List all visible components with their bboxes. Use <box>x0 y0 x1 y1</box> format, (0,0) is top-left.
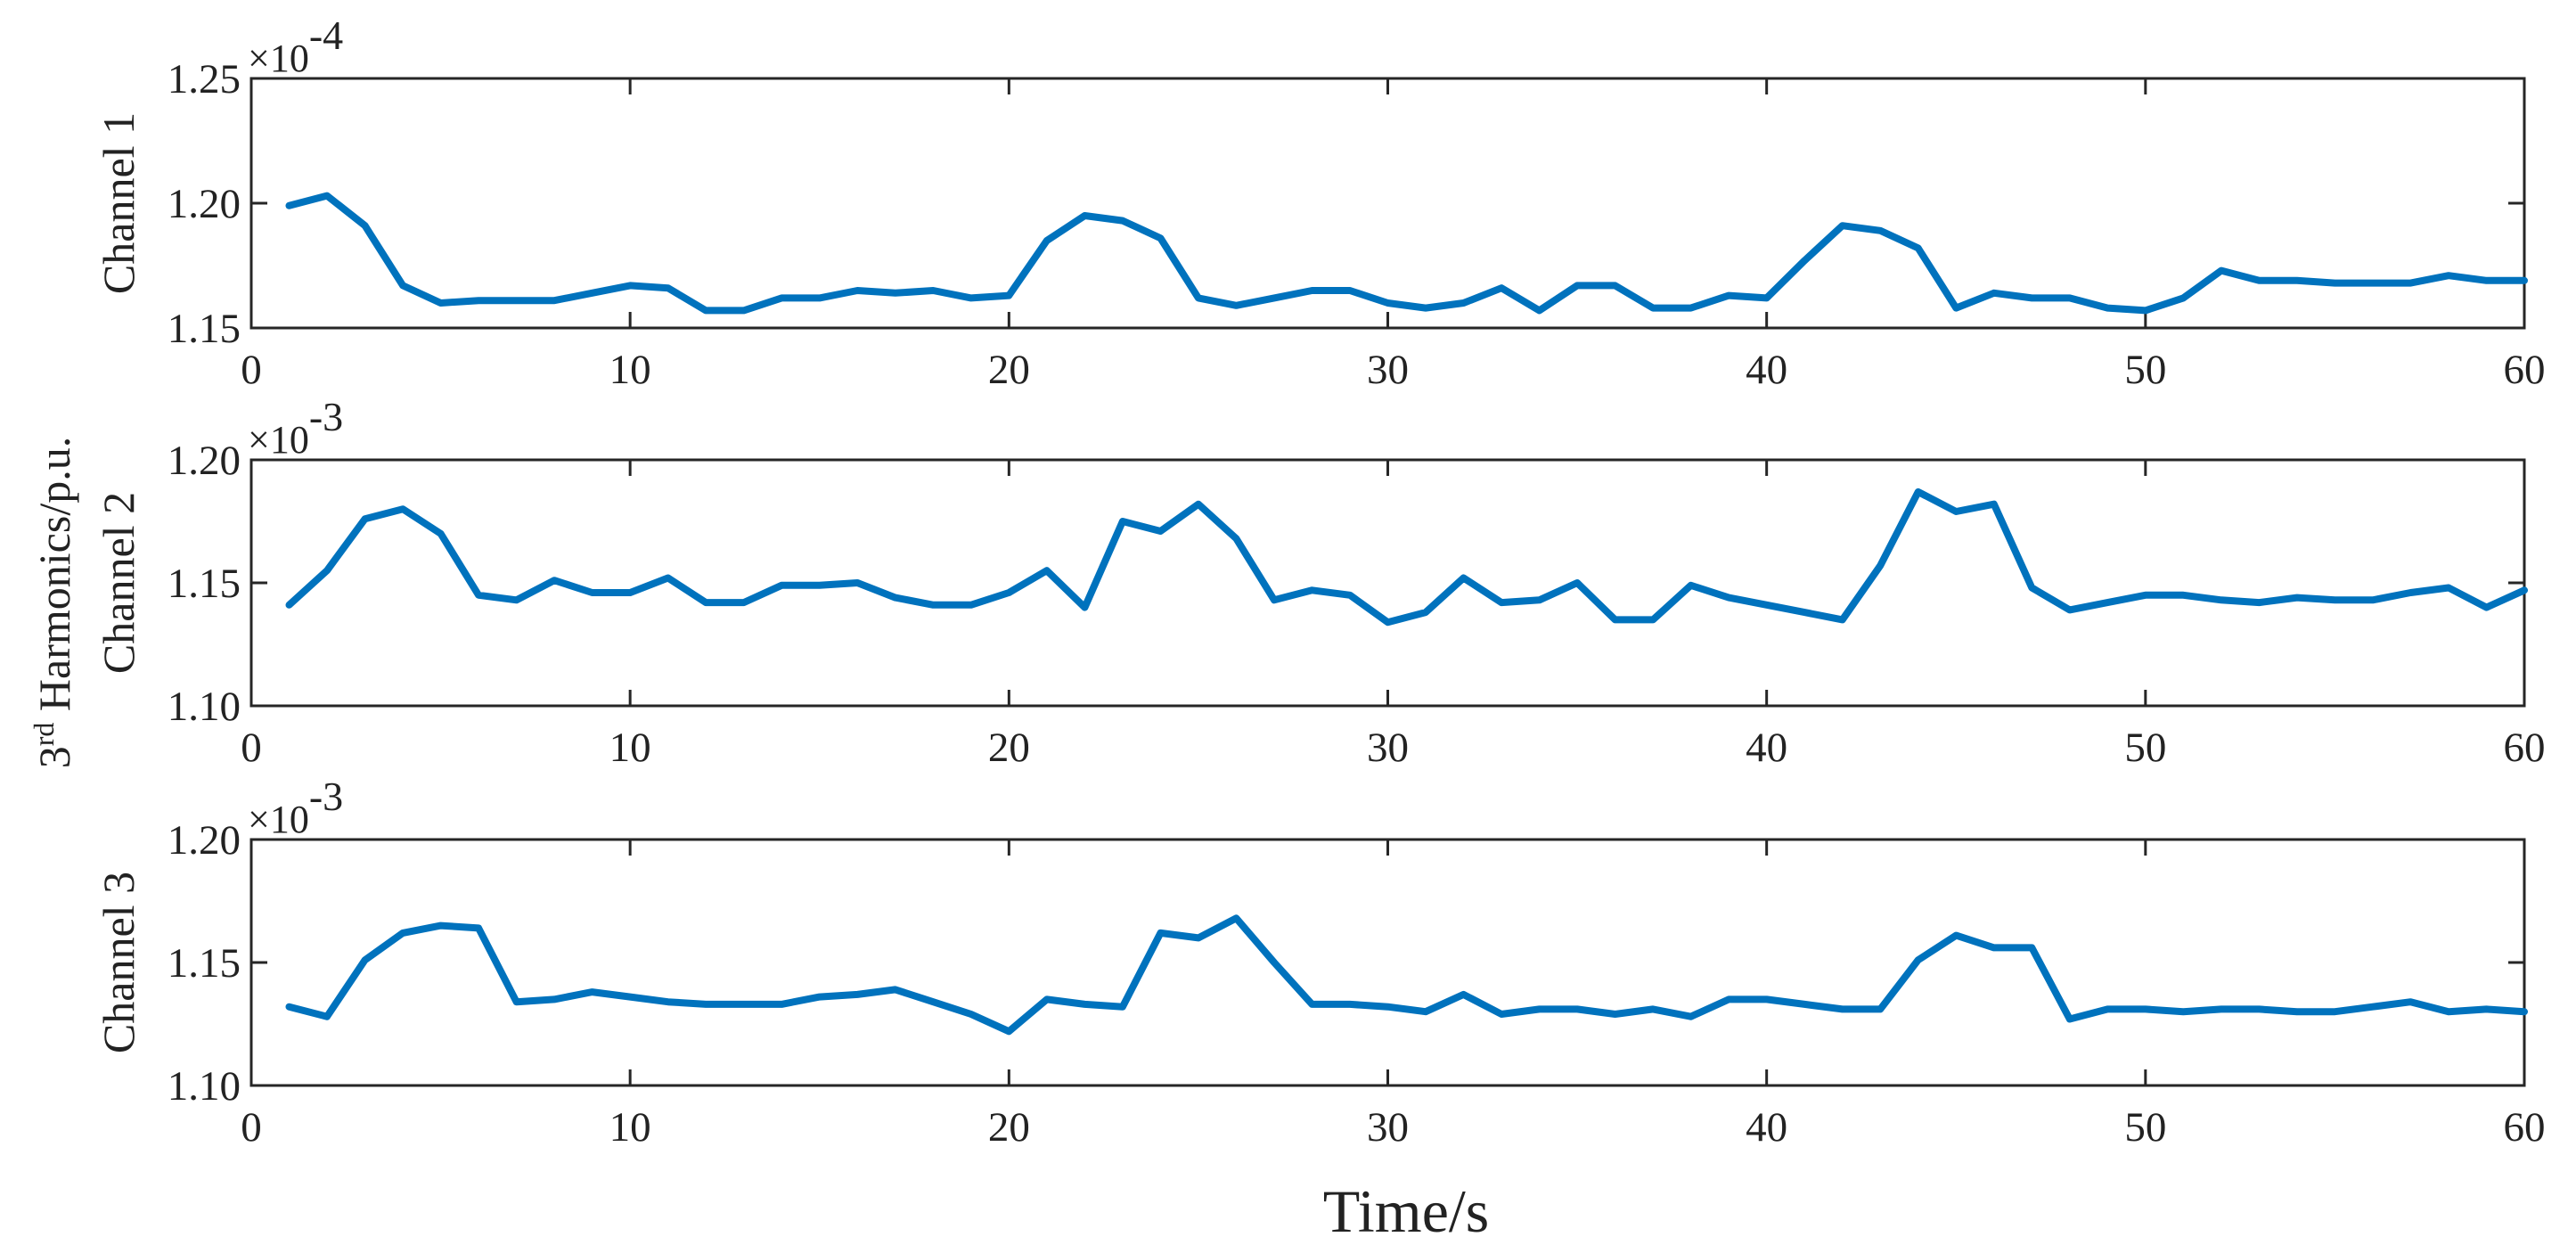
y-tick-label: 1.15 <box>168 306 241 352</box>
series-line-channel-2 <box>285 487 2528 627</box>
y-tick-label: 1.10 <box>168 1063 241 1110</box>
plot-frame <box>249 838 2526 1087</box>
x-axis-title: Time/s <box>1323 1177 1489 1245</box>
plot-frame <box>249 458 2526 708</box>
panel-channel-2: 0 10 20 30 40 50 60 1.10 1.15 1.20 ×10-3 Channel 2 <box>94 394 2546 772</box>
panel-y-axis-title: Channel 2 <box>94 492 143 674</box>
x-tick-label: 30 <box>1367 725 1409 771</box>
x-tick-label: 30 <box>1367 1104 1409 1151</box>
panel-channel-1: 0 10 20 30 40 50 60 1.15 1.20 1.25 ×10-4 Channel 1 <box>94 12 2546 394</box>
y-tick-label: 1.15 <box>168 940 241 987</box>
x-tick-label: 40 <box>1746 1104 1787 1151</box>
x-tick-label: 10 <box>609 347 651 393</box>
x-tick-label: 10 <box>609 725 651 771</box>
x-tick-label: 60 <box>2504 1104 2546 1151</box>
y-tick-label: 1.20 <box>168 438 241 484</box>
x-tick-label: 40 <box>1746 725 1787 771</box>
x-tick-label: 20 <box>988 1104 1030 1151</box>
x-tick-label: 0 <box>241 347 262 393</box>
panel-y-axis-title: Channel 1 <box>94 112 143 294</box>
y-tick-label: 1.15 <box>168 561 241 607</box>
x-tick-label: 10 <box>609 1104 651 1151</box>
x-tick-label: 0 <box>241 1104 262 1151</box>
x-tick-label: 60 <box>2504 347 2546 393</box>
x-tick-label: 60 <box>2504 725 2546 771</box>
y-exponent-label: ×10-3 <box>248 394 343 463</box>
x-tick-label: 20 <box>988 347 1030 393</box>
x-tick-label: 0 <box>241 725 262 771</box>
x-tick-label: 20 <box>988 725 1030 771</box>
shared-y-axis-title-rest: Harmonics/p.u. <box>29 437 79 723</box>
shared-y-axis-title-base: 3 <box>29 746 79 768</box>
series-line-channel-1 <box>285 192 2528 315</box>
y-tick-label: 1.20 <box>168 181 241 227</box>
y-tick-label: 1.25 <box>168 56 241 102</box>
y-tick-label: 1.20 <box>168 817 241 864</box>
panel-y-axis-title: Channel 3 <box>94 872 143 1053</box>
panel-channel-3: 0 10 20 30 40 50 60 1.10 1.15 1.20 ×10-3 Channel 3 <box>94 774 2546 1151</box>
y-tick-label: 1.10 <box>168 684 241 730</box>
x-tick-label: 50 <box>2124 1104 2166 1151</box>
x-tick-label: 30 <box>1367 347 1409 393</box>
x-tick-label: 50 <box>2124 725 2166 771</box>
shared-y-axis-title-sup: rd <box>28 723 60 747</box>
shared-y-axis-title: 3rd Harmonics/p.u. <box>28 437 79 768</box>
y-exponent-label: ×10-3 <box>248 774 343 842</box>
series-line-channel-3 <box>285 914 2528 1036</box>
x-tick-label: 40 <box>1746 347 1787 393</box>
y-exponent-label: ×10-4 <box>248 12 343 81</box>
x-tick-label: 50 <box>2124 347 2166 393</box>
